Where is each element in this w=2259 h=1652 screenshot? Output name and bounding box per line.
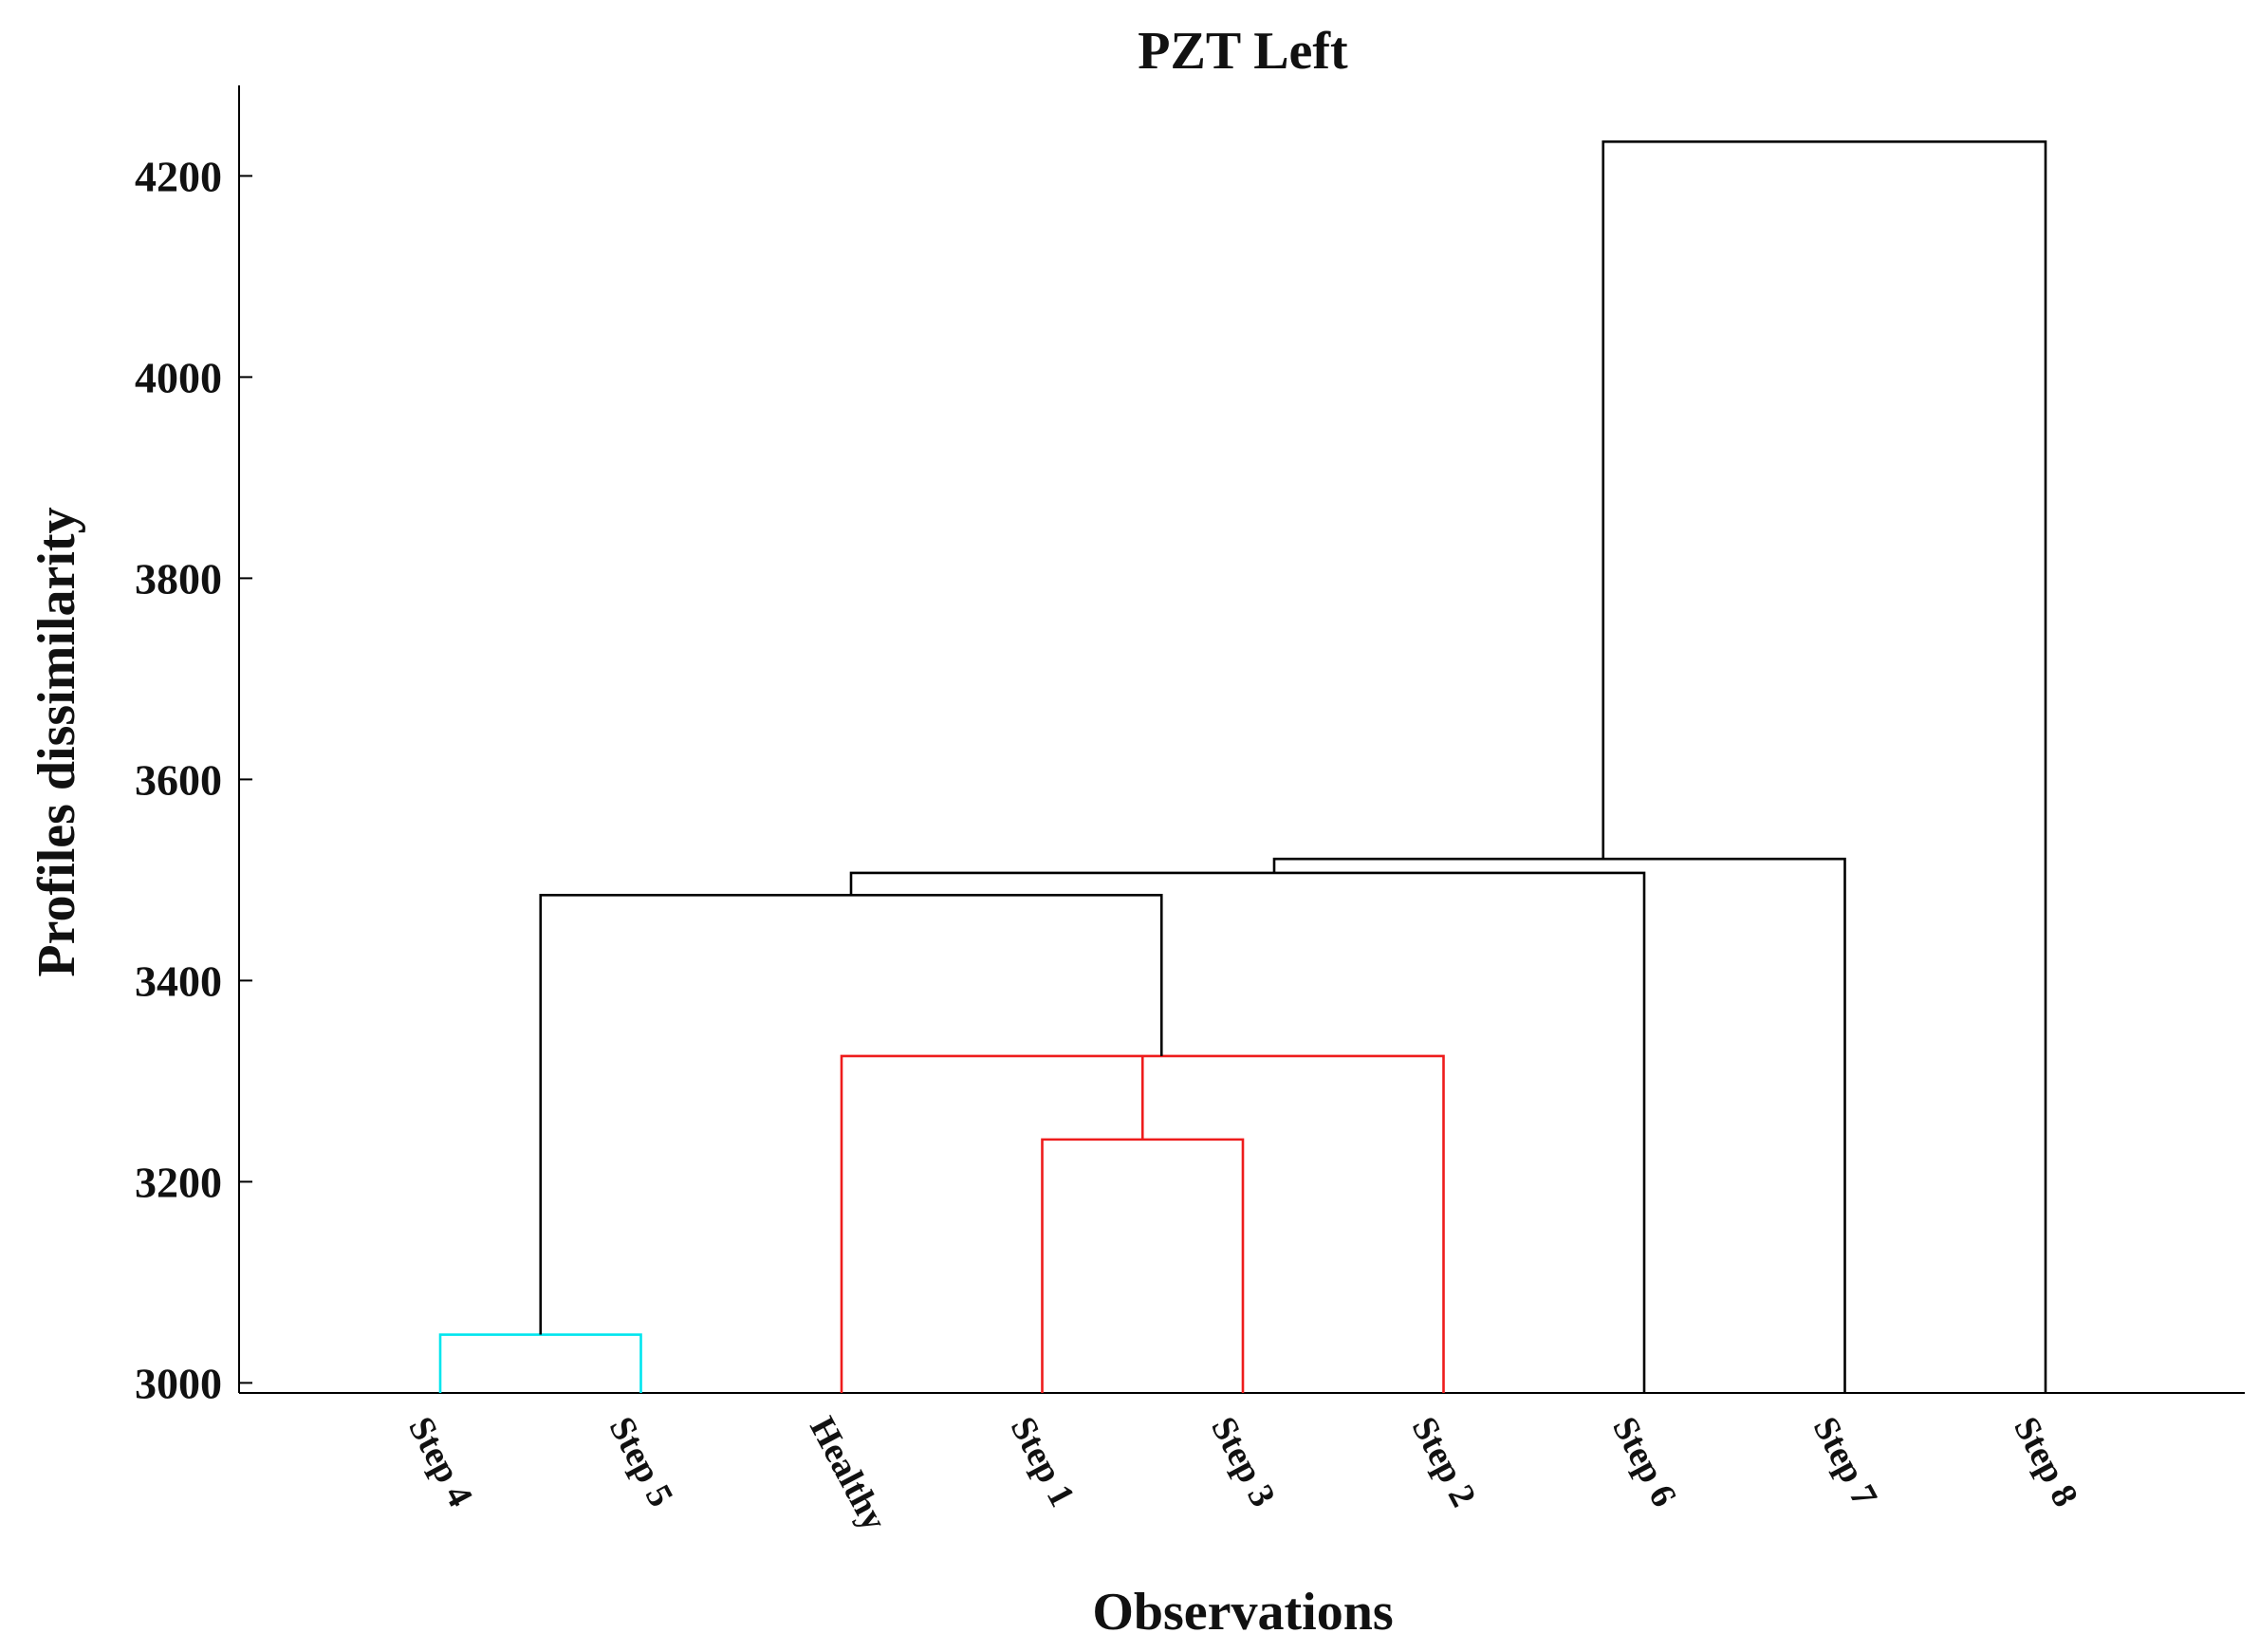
dendrogram-link: [438, 1333, 642, 1393]
leaf-label: Step 2: [1404, 1411, 1484, 1513]
leaf-label: Step 4: [400, 1411, 480, 1513]
y-tick-label: 3000: [135, 1359, 222, 1407]
dendrogram-link: [849, 871, 1646, 1393]
y-tick-label: 3400: [135, 956, 222, 1005]
y-tick-label: 3200: [135, 1158, 222, 1206]
leaf-label: Step 6: [1604, 1411, 1684, 1513]
y-ticks: 3000 3200 3400 3600 3800 4000 4200: [135, 152, 252, 1407]
leaf-labels: Step 4 Step 5 Healthy Step 1 Step 3 Step 2 Ste…: [400, 1411, 2085, 1537]
leaf-label: Step 7: [1805, 1411, 1885, 1513]
leaf-label: Step 5: [602, 1411, 681, 1513]
leaf-label: Step 1: [1003, 1411, 1083, 1513]
y-tick-label: 3800: [135, 554, 222, 603]
dendrogram-link: [1041, 1138, 1245, 1393]
y-axis-label: Profiles dissimilarity: [28, 507, 86, 976]
leaf-label: Step 3: [1203, 1411, 1283, 1513]
y-tick-label: 3600: [135, 755, 222, 804]
dendrogram-link: [840, 1054, 1445, 1393]
y-tick-label: 4000: [135, 353, 222, 401]
leaf-label: Healthy: [802, 1411, 895, 1537]
x-axis-label: Observations: [1092, 1583, 1393, 1642]
y-tick-label: 4200: [135, 152, 222, 200]
chart-title: PZT Left: [1138, 22, 1348, 81]
leaf-label: Step 8: [2006, 1411, 2085, 1513]
dendrogram-links: [438, 140, 2047, 1393]
dendrogram-link: [539, 894, 1163, 1335]
dendrogram-link: [1272, 857, 1846, 1393]
dendrogram-link: [1602, 140, 2047, 1393]
